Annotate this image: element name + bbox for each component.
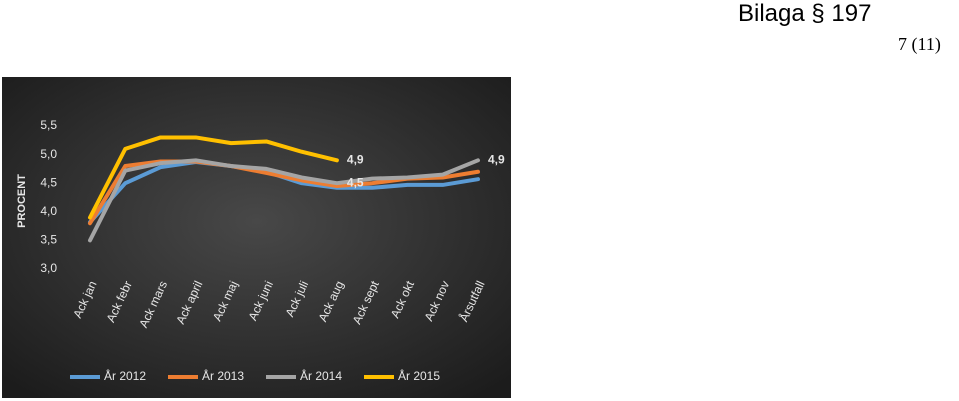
data-label: 4,9 [347,152,364,166]
legend-label: År 2012 [104,368,146,383]
data-label: 4,9 [488,152,505,166]
chart-background [2,77,511,398]
legend-label: År 2013 [202,368,244,383]
y-tick-label: 5,0 [40,147,57,161]
y-tick-label: 5,5 [40,118,57,132]
data-label: 4,5 [347,175,364,189]
legend-label: År 2015 [398,368,440,383]
y-tick-label: 3,0 [40,261,57,275]
y-tick-label: 4,0 [40,204,57,218]
series-line [88,135,339,220]
header-title: Bilaga § 197 [738,0,872,27]
y-tick-label: 3,5 [40,233,57,247]
page-number: 7 (11) [898,34,941,54]
y-tick-label: 4,5 [40,175,57,189]
y-axis-label: PROCENT [16,174,28,228]
legend-label: År 2014 [300,368,342,383]
series-line [88,158,480,243]
